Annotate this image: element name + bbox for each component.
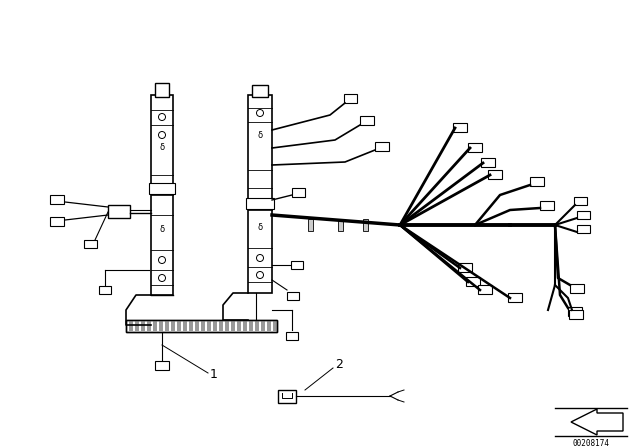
Bar	[468, 143, 482, 152]
Bar	[213, 321, 217, 331]
Bar	[252, 85, 268, 97]
Bar	[149, 183, 175, 194]
Circle shape	[159, 275, 166, 281]
Bar	[267, 321, 271, 331]
Bar	[135, 321, 139, 331]
Bar	[129, 321, 133, 331]
Circle shape	[159, 132, 166, 138]
Polygon shape	[571, 409, 623, 435]
Bar	[360, 116, 374, 125]
Bar	[151, 95, 173, 295]
Bar	[201, 321, 205, 331]
Text: δ: δ	[159, 143, 164, 152]
Bar	[287, 292, 299, 300]
Bar	[568, 307, 582, 316]
Bar	[261, 321, 265, 331]
Bar	[530, 177, 544, 186]
Bar	[153, 321, 157, 331]
Circle shape	[257, 254, 264, 262]
Bar	[478, 285, 492, 294]
Circle shape	[257, 271, 264, 279]
Bar	[246, 198, 274, 209]
Bar	[540, 202, 554, 211]
Bar	[249, 321, 253, 331]
Circle shape	[257, 109, 264, 116]
Bar	[171, 321, 175, 331]
Circle shape	[159, 257, 166, 263]
Bar	[243, 321, 247, 331]
Bar	[255, 321, 259, 331]
Bar	[278, 390, 296, 403]
Bar	[344, 95, 356, 103]
Text: 2: 2	[335, 358, 343, 371]
Bar	[508, 293, 522, 302]
Bar	[569, 310, 583, 319]
Bar	[99, 286, 111, 294]
Bar	[466, 277, 480, 287]
Bar	[147, 321, 151, 331]
Text: δ: δ	[257, 130, 262, 139]
Bar	[231, 321, 235, 331]
Bar	[286, 332, 298, 340]
Bar	[458, 263, 472, 272]
Bar	[375, 142, 389, 151]
Bar	[577, 211, 589, 219]
Bar	[108, 205, 130, 218]
Bar	[237, 321, 241, 331]
Bar	[165, 321, 169, 331]
Bar	[338, 219, 343, 231]
Bar	[273, 321, 277, 331]
Bar	[177, 321, 181, 331]
Circle shape	[159, 113, 166, 121]
Bar	[189, 321, 193, 331]
Bar	[291, 261, 303, 269]
Text: 00208174: 00208174	[573, 439, 609, 448]
Bar	[126, 320, 277, 332]
Bar	[195, 321, 199, 331]
Bar	[141, 321, 145, 331]
Bar	[570, 284, 584, 293]
Bar	[50, 217, 64, 227]
Bar	[363, 219, 368, 231]
Bar	[155, 362, 169, 370]
Bar	[308, 219, 313, 231]
Bar	[83, 240, 97, 248]
Bar	[573, 197, 586, 205]
Text: δ: δ	[257, 224, 262, 233]
Text: 1: 1	[210, 369, 218, 382]
Bar	[577, 225, 589, 233]
Bar	[488, 171, 502, 180]
Bar	[248, 95, 272, 293]
Bar	[126, 320, 277, 332]
Bar	[225, 321, 229, 331]
Bar	[481, 159, 495, 168]
Bar	[155, 83, 169, 97]
Bar	[50, 195, 64, 204]
Bar	[453, 124, 467, 133]
Bar	[291, 189, 305, 198]
Bar	[183, 321, 187, 331]
Bar	[219, 321, 223, 331]
Bar	[159, 321, 163, 331]
Text: δ: δ	[159, 225, 164, 234]
Bar	[207, 321, 211, 331]
